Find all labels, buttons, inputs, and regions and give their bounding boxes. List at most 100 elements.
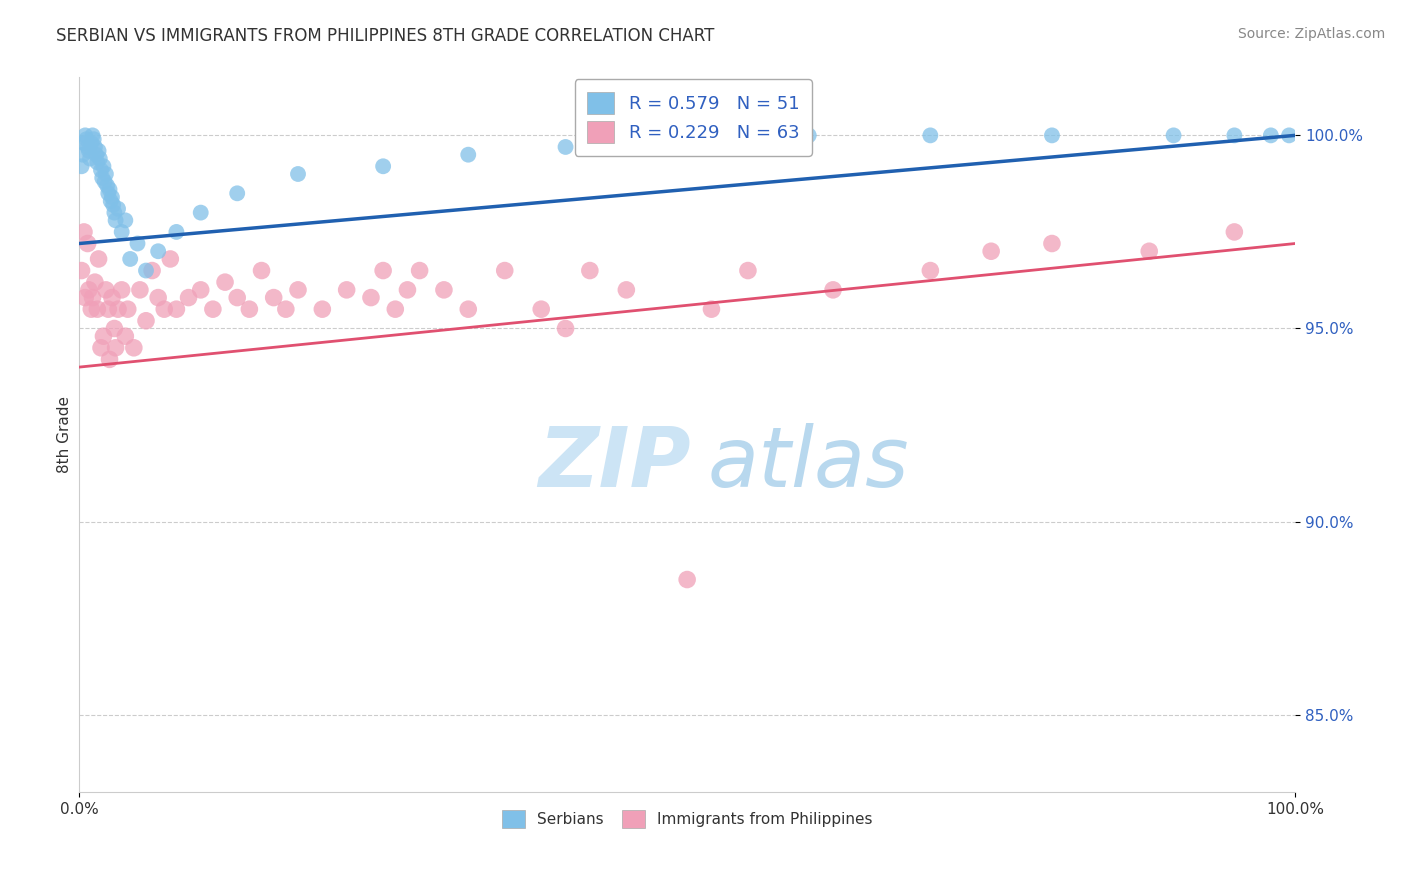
Point	[408, 263, 430, 277]
Point	[70, 263, 93, 277]
Point	[1163, 128, 1185, 143]
Point	[311, 302, 333, 317]
Point	[287, 283, 309, 297]
Point	[226, 186, 249, 201]
Point	[201, 302, 224, 317]
Point	[73, 225, 96, 239]
Point	[104, 341, 127, 355]
Point	[797, 128, 820, 143]
Point	[1137, 244, 1160, 259]
Point	[122, 341, 145, 355]
Point	[93, 175, 115, 189]
Point	[103, 321, 125, 335]
Point	[433, 283, 456, 297]
Point	[98, 182, 121, 196]
Point	[676, 573, 699, 587]
Point	[80, 302, 103, 317]
Point	[135, 263, 157, 277]
Point	[120, 252, 142, 266]
Point	[1040, 128, 1063, 143]
Point	[135, 314, 157, 328]
Point	[457, 302, 479, 317]
Point	[84, 147, 107, 161]
Point	[76, 236, 98, 251]
Point	[91, 170, 114, 185]
Point	[190, 283, 212, 297]
Point	[177, 291, 200, 305]
Point	[165, 302, 187, 317]
Text: ZIP: ZIP	[538, 423, 690, 504]
Legend: Serbians, Immigrants from Philippines: Serbians, Immigrants from Philippines	[496, 804, 879, 834]
Text: atlas: atlas	[709, 423, 910, 504]
Point	[371, 159, 394, 173]
Point	[250, 263, 273, 277]
Point	[111, 225, 134, 239]
Point	[1040, 236, 1063, 251]
Point	[117, 302, 139, 317]
Point	[920, 263, 942, 277]
Point	[76, 140, 98, 154]
Point	[75, 291, 97, 305]
Point	[1260, 128, 1282, 143]
Point	[360, 291, 382, 305]
Point	[93, 329, 115, 343]
Point	[554, 321, 576, 335]
Point	[87, 252, 110, 266]
Y-axis label: 8th Grade: 8th Grade	[58, 396, 72, 473]
Point	[107, 302, 129, 317]
Point	[75, 128, 97, 143]
Point	[77, 144, 100, 158]
Point	[396, 283, 419, 297]
Point	[980, 244, 1002, 259]
Point	[530, 302, 553, 317]
Point	[159, 252, 181, 266]
Text: Source: ZipAtlas.com: Source: ZipAtlas.com	[1237, 27, 1385, 41]
Point	[101, 198, 124, 212]
Point	[1278, 128, 1301, 143]
Point	[89, 152, 111, 166]
Point	[1223, 128, 1246, 143]
Point	[263, 291, 285, 305]
Point	[274, 302, 297, 317]
Text: SERBIAN VS IMMIGRANTS FROM PHILIPPINES 8TH GRADE CORRELATION CHART: SERBIAN VS IMMIGRANTS FROM PHILIPPINES 8…	[56, 27, 714, 45]
Point	[90, 341, 112, 355]
Point	[141, 263, 163, 277]
Point	[1223, 225, 1246, 239]
Point	[146, 244, 169, 259]
Point	[676, 136, 699, 150]
Point	[226, 291, 249, 305]
Point	[494, 263, 516, 277]
Point	[153, 302, 176, 317]
Point	[86, 302, 108, 317]
Point	[101, 190, 124, 204]
Point	[98, 352, 121, 367]
Point	[457, 147, 479, 161]
Point	[97, 302, 120, 317]
Point	[336, 283, 359, 297]
Point	[100, 194, 122, 208]
Point	[82, 291, 104, 305]
Point	[165, 225, 187, 239]
Point	[114, 329, 136, 343]
Point	[111, 283, 134, 297]
Point	[129, 283, 152, 297]
Point	[737, 263, 759, 277]
Point	[94, 283, 117, 297]
Point	[72, 147, 94, 161]
Point	[86, 155, 108, 169]
Point	[97, 186, 120, 201]
Point	[104, 213, 127, 227]
Point	[700, 302, 723, 317]
Point	[287, 167, 309, 181]
Point	[384, 302, 406, 317]
Point	[103, 205, 125, 219]
Point	[75, 132, 97, 146]
Point	[80, 136, 103, 150]
Point	[96, 178, 118, 193]
Point	[87, 144, 110, 158]
Point	[554, 140, 576, 154]
Point	[579, 263, 602, 277]
Point	[93, 159, 115, 173]
Point	[101, 291, 124, 305]
Point	[73, 136, 96, 150]
